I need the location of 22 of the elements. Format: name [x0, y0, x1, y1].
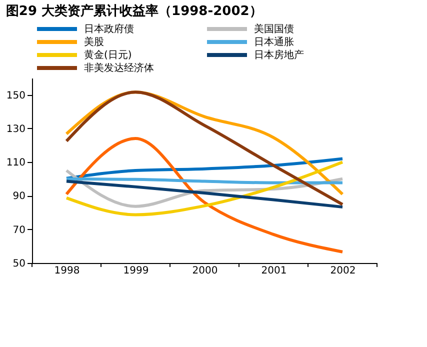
legend-label: 美国国债 [254, 23, 294, 35]
y-tick-label: 50 [12, 258, 26, 270]
y-tick-label: 110 [6, 158, 26, 169]
legend-label: 日本政府债 [84, 23, 134, 35]
y-tick-label: 150 [6, 90, 26, 102]
x-tick-label: 2001 [261, 266, 287, 276]
x-tick-label: 2000 [192, 266, 218, 276]
x-tick-label: 2002 [330, 266, 356, 276]
chart-title: 图29 大类资产累计收益率（1998-2002） [6, 3, 262, 19]
line-series [65, 160, 344, 216]
line-series [65, 137, 344, 254]
legend-label: 日本房地产 [254, 49, 304, 61]
legend-label: 日本通胀 [254, 36, 294, 48]
line-series [65, 180, 344, 208]
y-tick-label: 90 [12, 191, 26, 202]
legend-label: 非美发达经济体 [84, 62, 154, 74]
y-tick-label: 130 [6, 124, 26, 135]
x-tick-label: 1999 [123, 266, 149, 276]
y-tick-label: 70 [12, 224, 26, 236]
legend-label: 美股 [84, 36, 104, 48]
x-tick-label: 1998 [54, 266, 80, 276]
legend-label: 黄金(日元) [84, 49, 132, 61]
